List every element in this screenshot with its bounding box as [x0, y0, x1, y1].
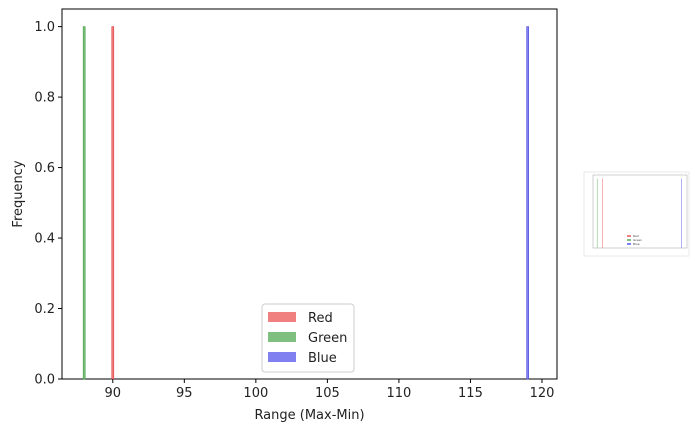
x-tick-label: 90 — [105, 386, 122, 401]
legend: Red Green Blue — [261, 303, 355, 373]
y-tick-label: 0.8 — [34, 91, 55, 106]
legend-swatch-blue — [268, 352, 296, 362]
thumbnail-legend-swatch — [627, 235, 631, 237]
thumbnail-frame — [583, 171, 690, 257]
bar-red — [111, 26, 115, 380]
bar-green — [82, 26, 86, 380]
bar-blue — [526, 26, 529, 380]
thumbnail-legend-swatch — [627, 239, 631, 241]
y-tick-label: 1.0 — [34, 20, 55, 35]
legend-label-red: Red — [308, 311, 333, 326]
thumbnail-legend-label: Green — [633, 238, 642, 242]
thumbnail-legend-label: Red — [633, 234, 639, 238]
thumbnail-legend-swatch — [627, 243, 631, 245]
x-tick-label: 110 — [387, 386, 412, 401]
x-tick-label: 120 — [530, 386, 555, 401]
x-tick-label: 100 — [243, 386, 268, 401]
y-axis-label: Frequency — [11, 160, 26, 227]
y-tick-label: 0.4 — [34, 232, 55, 247]
plot-frame — [61, 8, 558, 380]
bars — [82, 26, 529, 380]
thumbnail-legend-label: Blue — [633, 242, 640, 246]
legend-swatch-red — [268, 312, 296, 322]
y-tick-label: 0.6 — [34, 161, 55, 176]
thumbnail-plot-frame — [592, 174, 688, 249]
y-axis-ticks: 0.0 0.2 0.4 0.6 0.8 1.0 — [34, 20, 62, 388]
x-tick-label: 95 — [176, 386, 193, 401]
legend-swatch-green — [268, 332, 296, 342]
plot-area — [61, 8, 558, 380]
y-tick-label: 0.0 — [34, 373, 55, 388]
x-axis-ticks: 90 95 100 105 110 115 120 — [105, 379, 555, 401]
x-tick-label: 105 — [315, 386, 340, 401]
x-tick-label: 115 — [458, 386, 483, 401]
legend-label-green: Green — [308, 331, 347, 346]
legend-label-blue: Blue — [308, 351, 337, 366]
y-tick-label: 0.2 — [34, 302, 55, 317]
x-axis-label: Range (Max-Min) — [254, 408, 364, 423]
